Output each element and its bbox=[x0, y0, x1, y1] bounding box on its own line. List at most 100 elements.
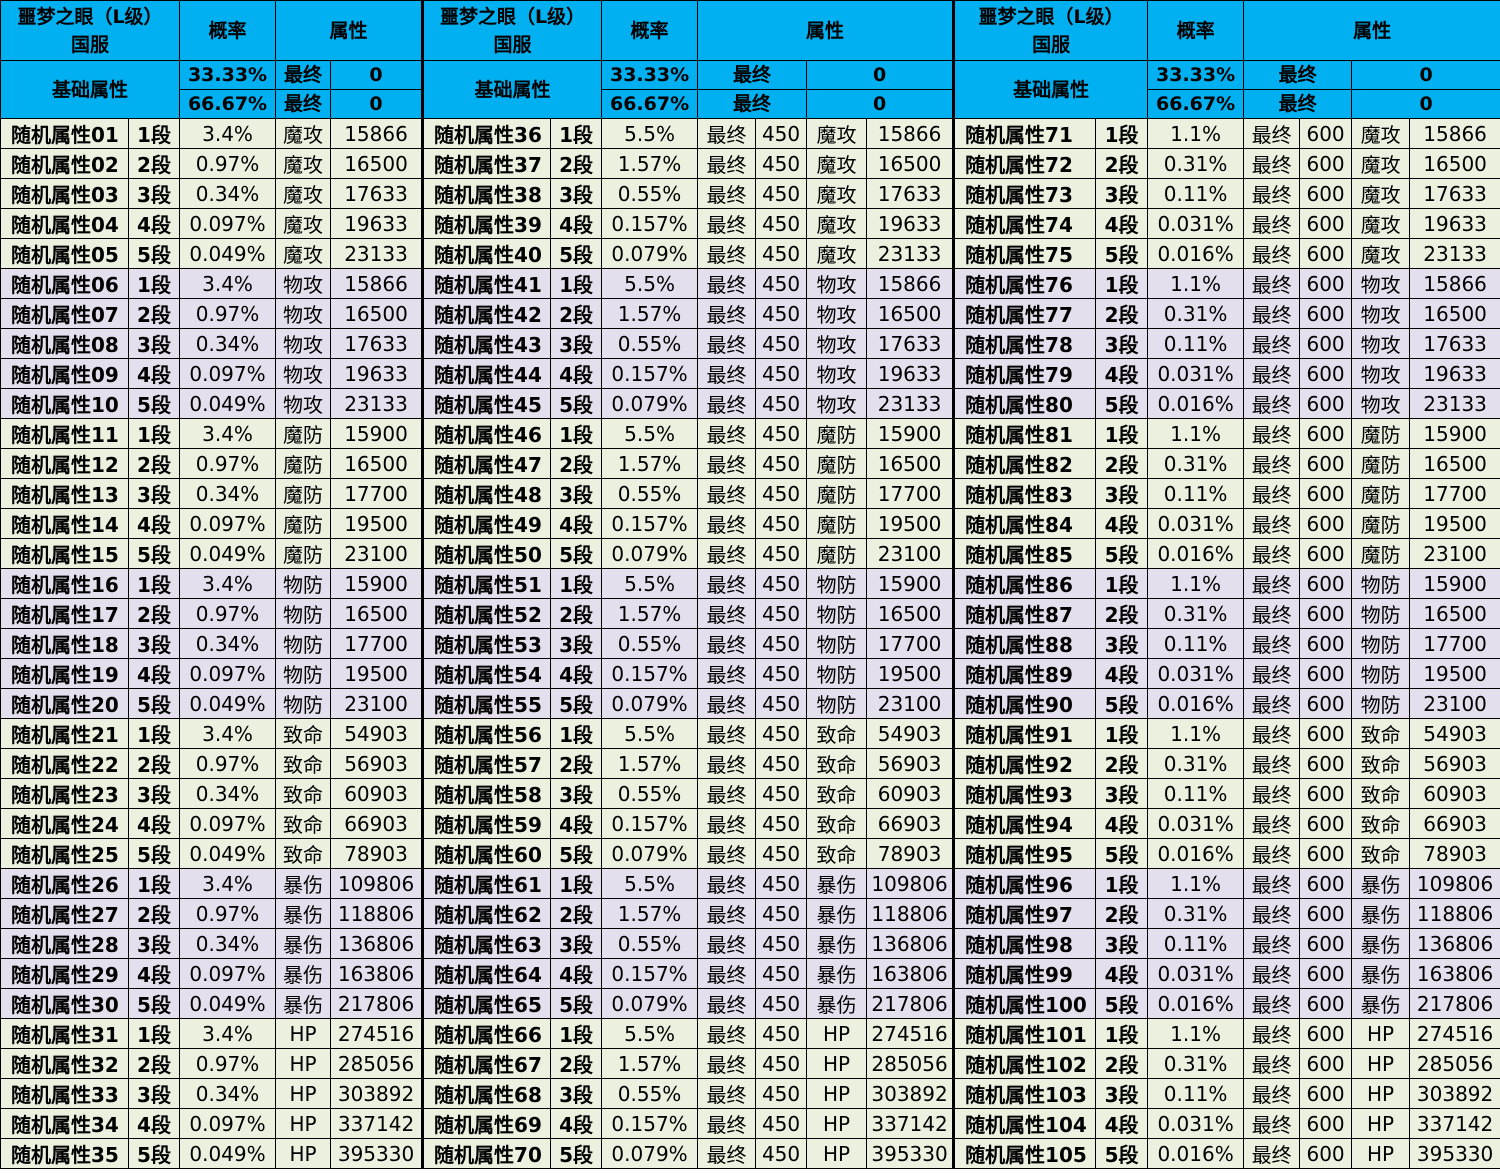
probability: 1.1% bbox=[1147, 1018, 1245, 1049]
tier: 2段 bbox=[1095, 1048, 1149, 1079]
final-value: 600 bbox=[1299, 838, 1353, 869]
final-value: 600 bbox=[1299, 748, 1353, 779]
tier: 3段 bbox=[1095, 1078, 1149, 1109]
final-label: 最终 bbox=[1243, 568, 1301, 599]
final-value: 450 bbox=[755, 1078, 808, 1109]
tier: 3段 bbox=[127, 928, 181, 959]
attr-type: 暴伤 bbox=[1351, 868, 1411, 899]
final-value: 600 bbox=[1299, 268, 1353, 299]
tier: 3段 bbox=[550, 928, 603, 959]
final-label: 最终 bbox=[697, 328, 757, 359]
tier: 3段 bbox=[1095, 628, 1149, 659]
attr-type: 物攻 bbox=[1351, 358, 1411, 389]
attr-type: 魔防 bbox=[806, 418, 868, 449]
table-row: 随机属性02 2段 0.97% 魔攻 16500 随机属性37 2段 1.57% 最终 450 魔攻… bbox=[0, 148, 1500, 179]
final-value: 450 bbox=[755, 928, 808, 959]
final-label: 最终 bbox=[1243, 1078, 1301, 1109]
table-row: 随机属性24 4段 0.097% 致命 66903 随机属性59 4段 0.157% 最终 450… bbox=[0, 808, 1500, 839]
attr-name: 随机属性70 bbox=[421, 1138, 552, 1169]
attr-name: 随机属性77 bbox=[952, 298, 1097, 329]
attr-name: 随机属性25 bbox=[0, 838, 129, 869]
attr-type: 物防 bbox=[806, 628, 868, 659]
attr-name: 随机属性65 bbox=[421, 988, 552, 1019]
attr-type: 致命 bbox=[806, 838, 868, 869]
attr-value: 395330 bbox=[330, 1138, 424, 1169]
table-row: 随机属性32 2段 0.97% HP 285056 随机属性67 2段 1.57% 最终 450 H… bbox=[0, 1048, 1500, 1079]
attr-name: 随机属性67 bbox=[421, 1048, 552, 1079]
probability: 0.049% bbox=[179, 838, 277, 869]
attr-type: HP bbox=[806, 1018, 868, 1049]
tier: 3段 bbox=[1095, 928, 1149, 959]
panel-title-line2: 国服 bbox=[1032, 33, 1071, 56]
probability: 1.57% bbox=[601, 148, 699, 179]
attr-type: 物攻 bbox=[806, 328, 868, 359]
probability: 0.34% bbox=[179, 778, 277, 809]
final-label: 最终 bbox=[697, 958, 757, 989]
attr-name: 随机属性44 bbox=[421, 358, 552, 389]
attr-type: 物攻 bbox=[275, 388, 332, 419]
final-value: 450 bbox=[755, 418, 808, 449]
probability: 5.5% bbox=[601, 118, 699, 149]
attr-type: 魔防 bbox=[1351, 418, 1411, 449]
attr-value: 16500 bbox=[330, 598, 424, 629]
probability: 0.031% bbox=[1147, 508, 1245, 539]
attr-value: 19633 bbox=[1409, 208, 1500, 239]
tier: 1段 bbox=[1095, 1018, 1149, 1049]
attr-type: HP bbox=[1351, 1018, 1411, 1049]
attr-value: 136806 bbox=[866, 928, 955, 959]
attr-value: 19500 bbox=[330, 658, 424, 689]
attr-value: 16500 bbox=[1409, 598, 1500, 629]
attr-type: 魔攻 bbox=[806, 148, 868, 179]
attr-value: 118806 bbox=[330, 898, 424, 929]
attr-type: 物防 bbox=[275, 658, 332, 689]
attr-name: 随机属性76 bbox=[952, 268, 1097, 299]
probability: 0.079% bbox=[601, 838, 699, 869]
probability: 0.079% bbox=[601, 1138, 699, 1169]
tier: 4段 bbox=[127, 658, 181, 689]
final-value: 450 bbox=[755, 178, 808, 209]
tier: 4段 bbox=[1095, 808, 1149, 839]
final-label: 最终 bbox=[1243, 1138, 1301, 1169]
attr-value: 19500 bbox=[1409, 508, 1500, 539]
attr-value: 19500 bbox=[330, 508, 424, 539]
attr-type: 暴伤 bbox=[806, 898, 868, 929]
attr-value: 16500 bbox=[1409, 298, 1500, 329]
attr-name: 随机属性45 bbox=[421, 388, 552, 419]
attr-type: 魔防 bbox=[1351, 448, 1411, 479]
attr-value: 17700 bbox=[1409, 478, 1500, 509]
tier: 1段 bbox=[127, 418, 181, 449]
probability: 0.34% bbox=[179, 928, 277, 959]
attr-value: 274516 bbox=[1409, 1018, 1500, 1049]
attr-type: 暴伤 bbox=[275, 868, 332, 899]
attr-type: 魔攻 bbox=[275, 178, 332, 209]
attr-name: 随机属性21 bbox=[0, 718, 129, 749]
attr-name: 随机属性58 bbox=[421, 778, 552, 809]
tier: 5段 bbox=[127, 688, 181, 719]
probability: 0.049% bbox=[179, 388, 277, 419]
final-label: 最终 bbox=[697, 718, 757, 749]
attr-name: 随机属性47 bbox=[421, 448, 552, 479]
base-value: 0 bbox=[1351, 89, 1500, 119]
attr-value: 54903 bbox=[1409, 718, 1500, 749]
final-value: 600 bbox=[1299, 1018, 1353, 1049]
attr-value: 15900 bbox=[1409, 418, 1500, 449]
attr-type: 致命 bbox=[1351, 808, 1411, 839]
attr-type: 暴伤 bbox=[275, 958, 332, 989]
table-row: 随机属性06 1段 3.4% 物攻 15866 随机属性41 1段 5.5% 最终 450 物攻 15… bbox=[0, 268, 1500, 299]
final-value: 600 bbox=[1299, 148, 1353, 179]
attr-type: 魔攻 bbox=[806, 238, 868, 269]
attr-type: 致命 bbox=[275, 748, 332, 779]
probability: 0.31% bbox=[1147, 298, 1245, 329]
probability: 0.31% bbox=[1147, 148, 1245, 179]
attr-type: 魔防 bbox=[806, 538, 868, 569]
attr-name: 随机属性48 bbox=[421, 478, 552, 509]
tier: 2段 bbox=[550, 298, 603, 329]
probability: 0.049% bbox=[179, 988, 277, 1019]
table-row: 随机属性29 4段 0.097% 暴伤 163806 随机属性64 4段 0.157% 最终 45… bbox=[0, 958, 1500, 989]
attr-type: 魔防 bbox=[275, 508, 332, 539]
attr-type: 魔攻 bbox=[806, 178, 868, 209]
attr-name: 随机属性95 bbox=[952, 838, 1097, 869]
attr-value: 15866 bbox=[330, 118, 424, 149]
attr-value: 285056 bbox=[1409, 1048, 1500, 1079]
